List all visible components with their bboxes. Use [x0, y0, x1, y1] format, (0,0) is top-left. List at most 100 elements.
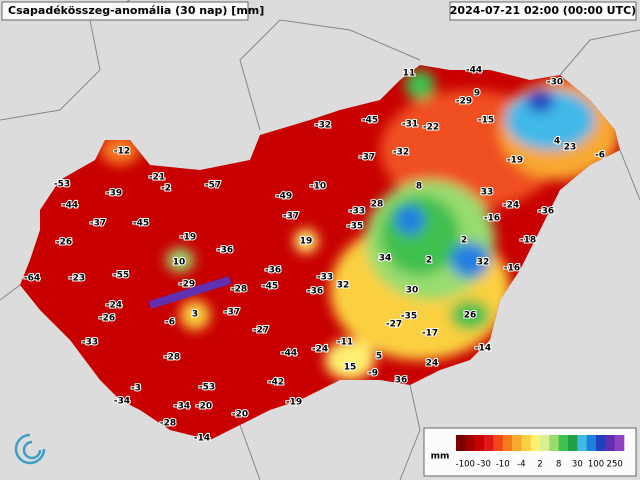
- station-value: -19: [180, 233, 196, 243]
- station-value: -53: [54, 180, 70, 190]
- station-value: -53: [199, 383, 215, 393]
- station-value: -6: [595, 151, 605, 161]
- station-value: -36: [217, 246, 233, 256]
- legend-swatch: [614, 435, 625, 451]
- station-value: 11: [403, 69, 416, 79]
- station-value: -17: [422, 329, 438, 339]
- station-value: -2: [161, 184, 171, 194]
- station-value: -28: [160, 419, 176, 429]
- legend-swatch: [540, 435, 550, 451]
- station-value: -28: [164, 353, 180, 363]
- station-value: 26: [464, 311, 477, 321]
- station-value: -6: [165, 318, 175, 328]
- station-value: 28: [371, 200, 384, 210]
- stations: -53-12-21-2 -57-44-39-37 -45-26 -19-3610-23…: [23, 65, 606, 445]
- station-value: 15: [344, 363, 357, 373]
- timestamp-box: [449, 1, 637, 21]
- legend-unit: mm: [431, 452, 450, 462]
- station-value: 19: [300, 237, 313, 247]
- station-value: -32: [315, 121, 331, 131]
- station-value: 32: [477, 258, 490, 268]
- legend-tick-label: -30: [477, 460, 491, 470]
- station-value: -34: [114, 397, 130, 407]
- station-value: -32: [393, 148, 409, 158]
- station-value: -31: [402, 120, 418, 130]
- legend-swatch: [493, 435, 503, 451]
- station-value: -36: [265, 266, 281, 276]
- station-value: -26: [56, 238, 72, 248]
- title: Csapadékösszeg-anomália (30 nap) [mm]: [8, 4, 264, 17]
- logo: [14, 433, 46, 465]
- legend-swatch: [558, 435, 569, 451]
- station-value: -20: [232, 410, 248, 420]
- station-value: -28: [231, 285, 247, 295]
- station-value: -37: [224, 308, 240, 318]
- legend: -100 -30 -10 -4 2 8 30 100 250: [456, 435, 625, 470]
- station-value: -24: [503, 201, 519, 211]
- station-value: -42: [268, 378, 284, 388]
- station-value: 10: [173, 258, 186, 268]
- station-value: 9: [474, 89, 480, 99]
- legend-tick-label: 30: [572, 460, 583, 470]
- legend-tick-label: 2: [537, 460, 542, 470]
- station-value: 34: [379, 254, 392, 264]
- station-value: -10: [310, 182, 326, 192]
- station-value: 2: [426, 256, 432, 266]
- station-value: -57: [205, 181, 221, 191]
- legend-swatch: [586, 435, 597, 451]
- station-value: -45: [133, 219, 149, 229]
- station-value: -30: [547, 78, 563, 88]
- timestamp: 2024-07-21 02:00 (00:00 UTC): [450, 4, 636, 17]
- station-value: -37: [90, 219, 106, 229]
- station-value: -23: [69, 274, 85, 284]
- station-value: -26: [99, 314, 115, 324]
- station-value: -15: [478, 116, 494, 126]
- station-value: -49: [276, 192, 292, 202]
- legend-tick-label: -10: [496, 460, 510, 470]
- legend-swatch: [474, 435, 485, 451]
- station-value: 5: [376, 352, 382, 362]
- station-value: -12: [114, 147, 130, 157]
- legend-tick-label: 8: [556, 460, 561, 470]
- legend-swatch: [577, 435, 587, 451]
- station-value: -37: [359, 153, 375, 163]
- title-box: [1, 1, 249, 21]
- station-value: -16: [484, 214, 500, 224]
- station-value: -27: [253, 326, 269, 336]
- station-value: -24: [312, 345, 328, 355]
- station-value: -55: [113, 271, 129, 281]
- station-value: -34: [174, 402, 190, 412]
- station-value: -44: [62, 201, 78, 211]
- station-value: -14: [475, 344, 491, 354]
- station-value: -24: [106, 301, 122, 311]
- station-value: -64: [24, 274, 40, 284]
- station-value: 24: [426, 359, 439, 369]
- station-value: -33: [317, 273, 333, 283]
- station-value: -22: [423, 123, 439, 133]
- station-value: 32: [337, 281, 350, 291]
- station-value: 3: [192, 310, 198, 320]
- station-value: -33: [349, 207, 365, 217]
- legend-swatch: [512, 435, 522, 451]
- station-value: -36: [307, 287, 323, 297]
- legend-swatch: [596, 435, 606, 451]
- station-value: -44: [466, 66, 482, 76]
- station-value: -3: [131, 384, 141, 394]
- legend-tick-label: 250: [607, 460, 623, 470]
- legend-tick-label: -4: [517, 460, 525, 470]
- legend-swatch: [484, 435, 494, 451]
- legend-swatch: [549, 435, 559, 451]
- station-value: -27: [386, 320, 402, 330]
- station-value: -35: [347, 222, 363, 232]
- station-value: 2: [461, 236, 467, 246]
- station-value: -33: [82, 338, 98, 348]
- station-value: -29: [179, 280, 195, 290]
- station-value: -9: [368, 369, 378, 379]
- legend-tick-label: 100: [588, 460, 604, 470]
- station-value: 30: [406, 286, 419, 296]
- station-value: -14: [194, 434, 210, 444]
- station-value: -45: [262, 282, 278, 292]
- legend-tick-label: -100: [456, 460, 475, 470]
- legend-swatch: [530, 435, 541, 451]
